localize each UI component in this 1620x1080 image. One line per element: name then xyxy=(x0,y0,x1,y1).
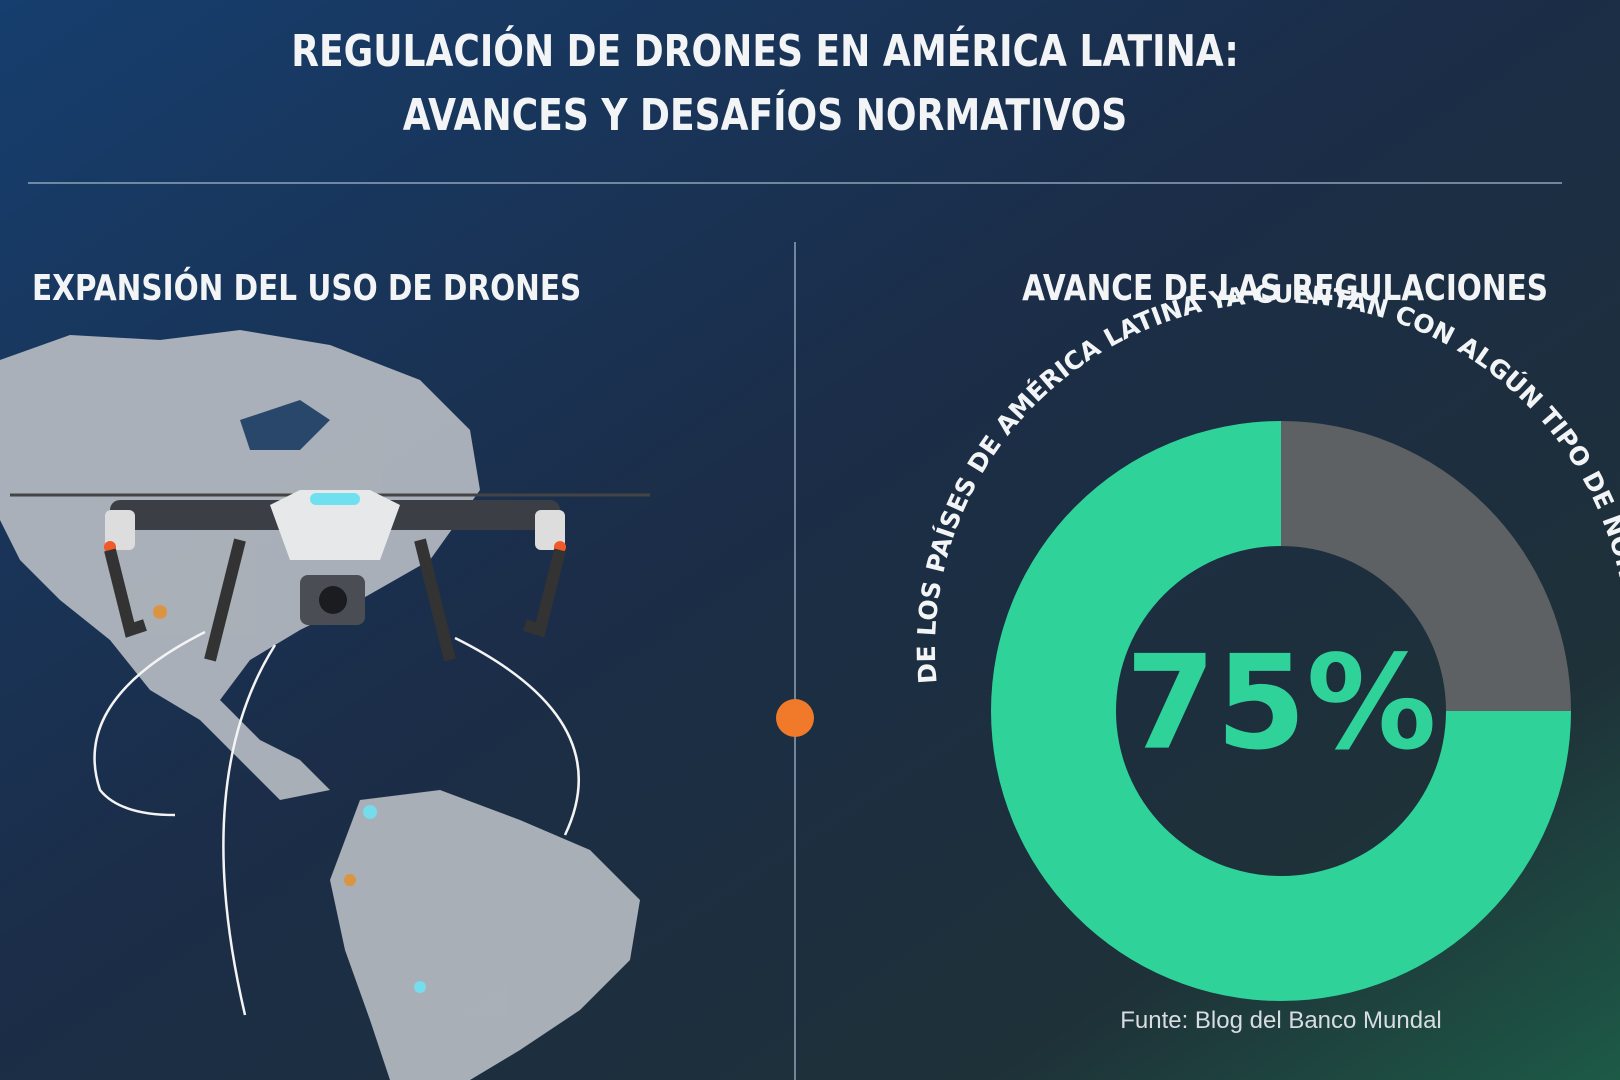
section-heading: AVANCE DE LAS REGULACIONES xyxy=(1022,266,1548,309)
donut-segment xyxy=(1281,421,1571,711)
section-heading: EXPANSIÓN DEL USO DE DRONES xyxy=(32,265,581,309)
donut-segment xyxy=(991,421,1571,1001)
value-label: 75% xyxy=(1125,627,1436,779)
source: Funte: Blog del Banco Mundal xyxy=(1120,1007,1442,1034)
title-line: AVANCES Y DESAFÍOS NORMATIVOS xyxy=(403,88,1128,140)
arrows xyxy=(93,630,580,1016)
center-dot xyxy=(776,699,814,737)
map xyxy=(0,330,640,1080)
title-line: REGULACIÓN DE DRONES EN AMÉRICA LATINA: xyxy=(291,24,1239,76)
donut xyxy=(991,421,1571,1001)
drone xyxy=(10,490,650,662)
